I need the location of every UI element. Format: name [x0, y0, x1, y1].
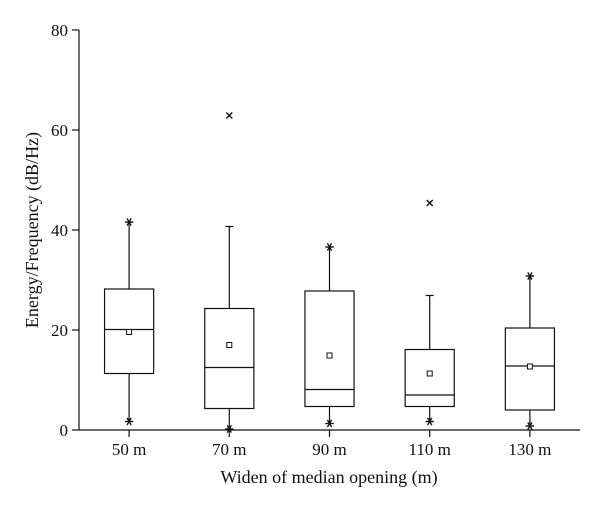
mean-marker: [126, 329, 133, 335]
x-tick-label: 130 m: [508, 440, 551, 459]
x-axis-ticks: 50 m 70 m 90 m 110 m 130 m: [112, 430, 551, 459]
y-tick-label: 20: [51, 321, 68, 340]
mean-marker: [526, 363, 533, 370]
outlier-marker: [225, 112, 233, 119]
box-iqr: [404, 348, 455, 408]
min-marker: [425, 417, 434, 426]
box-iqr: [204, 307, 255, 410]
box-iqr: [304, 290, 355, 408]
box-group: [103, 218, 155, 426]
min-marker: [525, 422, 535, 430]
box-series: [103, 112, 556, 433]
y-axis-title: Energy/Frequency (dB/Hz): [22, 132, 43, 328]
mean-marker: [426, 370, 433, 377]
max-marker: [525, 272, 535, 280]
x-tick-label: 90 m: [312, 440, 346, 459]
min-marker: [325, 419, 334, 428]
min-marker: [124, 417, 134, 426]
y-tick-label: 80: [51, 21, 68, 40]
max-marker: [124, 218, 134, 226]
x-axis-title: Widen of median opening (m): [220, 467, 437, 488]
x-tick-label: 50 m: [112, 440, 146, 459]
y-tick-label: 0: [60, 421, 69, 440]
box-iqr: [103, 288, 155, 375]
box-group: [404, 199, 455, 426]
x-tick-label: 110 m: [409, 440, 451, 459]
min-marker: [225, 425, 234, 433]
outlier-marker: [426, 199, 434, 207]
box-iqr: [504, 327, 556, 411]
x-tick-label: 70 m: [212, 440, 246, 459]
box-group: [304, 243, 355, 428]
y-tick-label: 60: [51, 121, 68, 140]
mean-marker: [226, 342, 233, 348]
y-axis-ticks: 0 20 40 60 80: [51, 21, 79, 440]
mean-marker: [326, 352, 333, 359]
max-marker: [325, 243, 334, 251]
box-group: [504, 272, 556, 430]
box-group: [204, 112, 255, 433]
y-tick-label: 40: [51, 221, 68, 240]
